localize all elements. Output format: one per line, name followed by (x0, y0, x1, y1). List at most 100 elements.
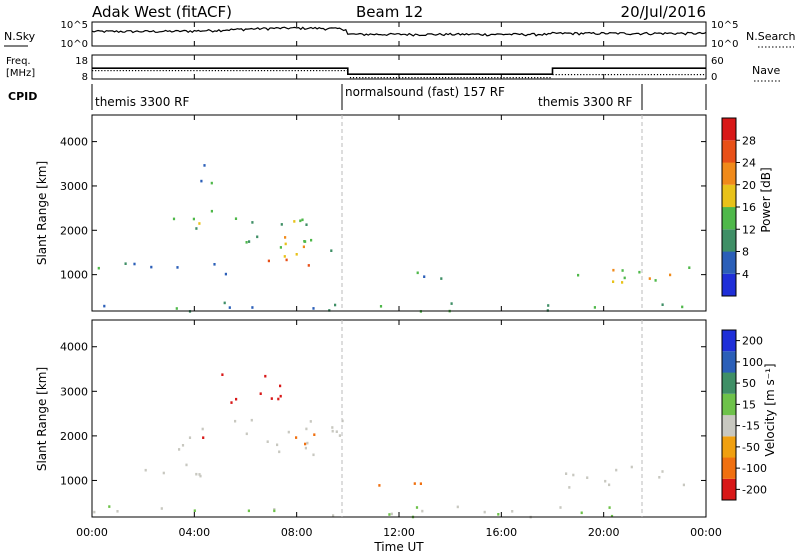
nave-dot (325, 70, 327, 72)
nave-dot (531, 77, 533, 79)
nave-dot (647, 74, 649, 76)
nave-dot (472, 77, 474, 79)
echo-cell (221, 373, 224, 376)
echo-cell (341, 419, 344, 423)
echo-cell (604, 479, 607, 483)
nave-dot (224, 70, 226, 72)
nave-dot (623, 74, 625, 76)
nave-dot (263, 70, 266, 72)
nave-dot (432, 77, 434, 79)
echo-cell (278, 450, 281, 454)
nave-dot (380, 77, 382, 79)
nave-dot (365, 77, 367, 79)
nave-dot (214, 70, 216, 72)
time-tick-label: 00:00 (76, 526, 108, 539)
time-tick-label: 08:00 (281, 526, 313, 539)
nave-dot (466, 77, 468, 79)
echo-cell (623, 276, 626, 280)
nave-dot (349, 77, 352, 79)
nave-dot (98, 70, 100, 72)
nave-dot (656, 74, 659, 76)
nave-dot (153, 70, 155, 72)
echo-cell (638, 270, 641, 274)
echo-cell (682, 483, 685, 487)
echo-cell (284, 236, 287, 239)
echo-cell (188, 436, 192, 439)
velocity-echo-cells (93, 373, 685, 519)
noise-tick-bottom: 10^0 (61, 39, 88, 50)
echo-cell (279, 246, 282, 249)
colorbar-swatch (722, 351, 736, 373)
nave-dot (675, 74, 677, 76)
velocity-panel-frame (91, 319, 707, 518)
echo-cell (303, 240, 306, 243)
time-tick-label: 16:00 (485, 526, 517, 539)
echo-cell (413, 482, 416, 485)
echo-cell (299, 219, 302, 223)
colorbar-tick-label: -15 (742, 420, 760, 433)
echo-cell (245, 432, 248, 436)
nave-dot (555, 74, 557, 76)
echo-cell (577, 273, 580, 277)
nave-dot (485, 77, 487, 79)
range-tick-label: 1000 (60, 269, 88, 282)
colorbar-tick-label: -50 (742, 441, 760, 454)
colorbar-tick-label: -200 (742, 483, 767, 496)
nave-dot (377, 77, 379, 79)
nave-dot (617, 74, 619, 76)
echo-cell (312, 453, 315, 457)
nave-dot (481, 77, 484, 79)
nave-dot (527, 77, 530, 79)
nave-dot (494, 77, 496, 79)
colorbar-tick-label: 20 (742, 179, 756, 192)
nave-dot (267, 70, 269, 72)
nave-dot (227, 70, 229, 72)
nave-dot (558, 74, 560, 76)
echo-cell (199, 474, 202, 478)
nave-dot (291, 70, 293, 72)
nave-dot (383, 77, 385, 79)
echo-cell (245, 241, 248, 244)
echo-cell (593, 306, 596, 309)
echo-cell (150, 265, 153, 269)
nave-dot (202, 70, 204, 72)
beam-title: Beam 12 (356, 3, 423, 21)
nave-dot (641, 74, 643, 76)
nave-dot (586, 74, 588, 76)
nave-dot (638, 74, 640, 76)
echo-cell (234, 419, 237, 423)
echo-cell (270, 397, 273, 400)
echo-cell (295, 253, 298, 256)
nave-dot (193, 70, 195, 72)
echo-cell (615, 468, 618, 472)
range-tick-label: 4000 (60, 341, 88, 354)
nave-dot (101, 70, 103, 72)
noise-right-tick-top: 10^5 (711, 20, 738, 31)
nave-dot (233, 70, 235, 72)
power-colorbar-label: Power [dB] (759, 167, 773, 232)
nave-dot (359, 77, 361, 79)
echo-cell (572, 473, 575, 477)
nave-dot (331, 70, 333, 72)
nave-dot (610, 74, 612, 76)
nave-dot (190, 70, 192, 72)
range-tick-label: 1000 (60, 474, 88, 487)
echo-cell (203, 164, 206, 167)
nave-dot (497, 77, 499, 79)
nave-dot (620, 74, 622, 76)
nave-dot (469, 77, 471, 79)
echo-cell (307, 264, 310, 267)
nave-dot (181, 70, 183, 72)
velocity-range-ticks: 1000 2000 3000 4000 (60, 341, 706, 487)
colorbar-swatch (722, 330, 736, 352)
nave-dot (184, 70, 186, 72)
nave-dot (420, 77, 422, 79)
echo-cell (259, 392, 262, 395)
echo-cell (301, 218, 304, 222)
echo-cell (450, 302, 453, 305)
nave-dot (368, 77, 370, 79)
nave-dot (141, 70, 143, 72)
nave-dot (328, 70, 330, 72)
nave-dot (236, 70, 238, 72)
nave-dot (187, 70, 189, 72)
